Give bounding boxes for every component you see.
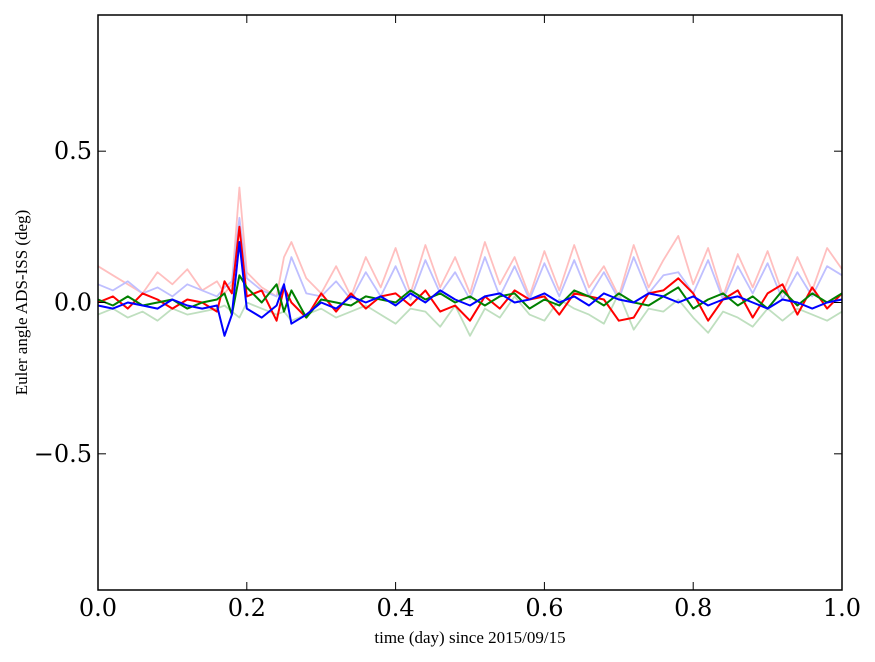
x-tick-label: 0.0	[79, 594, 117, 622]
x-tick-label: 0.6	[525, 594, 563, 622]
x-tick-label: 0.2	[228, 594, 266, 622]
series-line-2	[97, 216, 843, 301]
series-layer	[97, 186, 843, 337]
y-axis-label: Euler angle ADS-ISS (deg)	[12, 210, 31, 396]
series-line-5	[97, 274, 843, 319]
series-line-1	[97, 186, 843, 298]
series-line-3	[97, 292, 843, 337]
x-tick-label: 1.0	[823, 594, 861, 622]
plot-frame	[97, 14, 843, 591]
series-line-6	[97, 241, 843, 337]
x-axis-label: time (day) since 2015/09/15	[374, 628, 565, 647]
x-tick-label: 0.4	[377, 594, 415, 622]
y-tick-label: 0.5	[54, 137, 92, 165]
y-tick-label: 0.0	[54, 289, 92, 317]
x-tick-label: 0.8	[674, 594, 712, 622]
ticks-layer: 0.0 0.2 0.4 0.6 0.8 1.0 0.5 0.0 −0.5	[34, 15, 861, 622]
y-tick-label: −0.5	[34, 440, 92, 468]
series-line-4	[97, 225, 843, 322]
